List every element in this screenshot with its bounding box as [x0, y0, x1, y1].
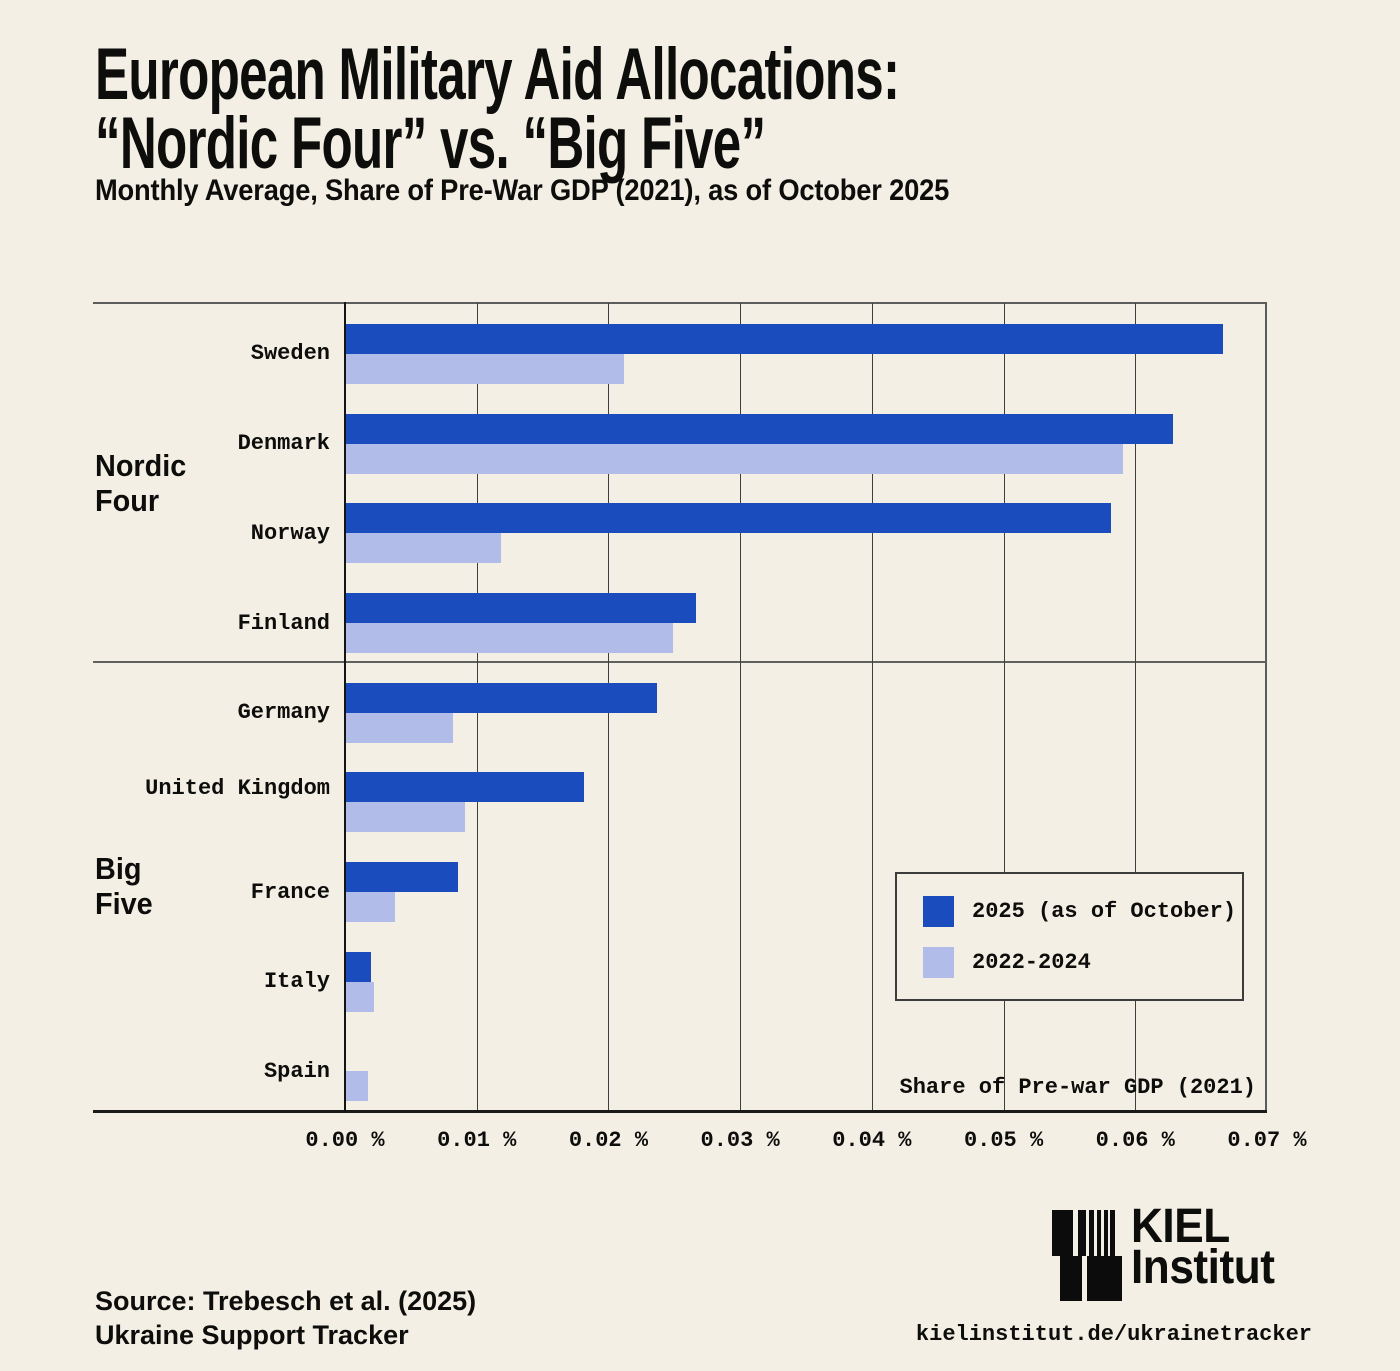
bar-sweden-2025-as-of-october- — [346, 323, 1224, 354]
bar-denmark-2022-2024 — [346, 443, 1124, 474]
chart-frame-right-border — [1265, 302, 1267, 1112]
x-axis-line — [93, 1110, 1267, 1113]
x-tick-label-4: 0.04 % — [832, 1128, 912, 1153]
x-tick-label-7: 0.07 % — [1227, 1128, 1307, 1153]
group-label-big-five: Big Five — [95, 851, 153, 921]
source-line1: Source: Trebesch et al. (2025) — [95, 1286, 477, 1316]
group-separator-line — [93, 661, 1267, 663]
source-note: Source: Trebesch et al. (2025) Ukraine Su… — [95, 1284, 476, 1352]
logo-text-line2: Institut — [1131, 1241, 1275, 1294]
legend-swatch-2022-2024 — [923, 946, 954, 978]
tracker-url: kielinstitut.de/ukrainetracker — [915, 1322, 1312, 1347]
chart-legend: 2025 (as of October) 2022-2024 — [895, 872, 1244, 1001]
chart-title: European Military Aid Allocations: “Nordi… — [95, 38, 900, 180]
bar-sweden-2022-2024 — [346, 353, 624, 384]
bar-finland-2025-as-of-october- — [346, 593, 697, 624]
bar-france-2022-2024 — [346, 892, 395, 922]
logo-text-line1: KIEL — [1131, 1200, 1230, 1253]
gridline — [1135, 303, 1137, 1110]
x-tick-label-3: 0.03 % — [700, 1128, 780, 1153]
x-axis-annotation: Share of Pre-war GDP (2021) — [899, 1075, 1256, 1100]
group-label-nordic-four: Nordic Four — [95, 447, 187, 518]
legend-item-2022-2024: 2022-2024 — [923, 946, 1242, 978]
bar-italy-2025-as-of-october- — [346, 951, 372, 982]
x-tick-label-2: 0.02 % — [568, 1128, 649, 1153]
gridline — [740, 303, 742, 1110]
bar-france-2025-as-of-october- — [346, 862, 458, 892]
bar-united-kingdom-2022-2024 — [346, 802, 465, 833]
legend-label-2025: 2025 (as of October) — [972, 898, 1237, 924]
country-label-germany: Germany — [237, 700, 330, 726]
bar-germany-2022-2024 — [346, 712, 453, 743]
country-label-united-kingdom: United Kingdom — [145, 776, 330, 802]
legend-item-2025: 2025 (as of October) — [923, 895, 1242, 927]
chart-title-line1: European Military Aid Allocations: — [95, 34, 900, 115]
y-axis-line — [344, 302, 346, 1112]
country-label-sweden: Sweden — [250, 341, 330, 367]
x-tick-label-6: 0.06 % — [1095, 1128, 1175, 1153]
country-label-finland: Finland — [237, 610, 330, 636]
legend-label-2022-2024: 2022-2024 — [972, 949, 1091, 975]
bar-germany-2025-as-of-october- — [346, 682, 657, 713]
source-line2: Ukraine Support Tracker — [95, 1320, 409, 1350]
x-tick-label-0: 0.00 % — [305, 1128, 385, 1153]
country-label-spain: Spain — [263, 1058, 330, 1084]
gridline — [871, 303, 873, 1110]
bar-italy-2022-2024 — [346, 981, 374, 1012]
bar-denmark-2025-as-of-october- — [346, 413, 1174, 444]
bar-norway-2025-as-of-october- — [346, 503, 1112, 534]
country-label-denmark: Denmark — [237, 431, 330, 457]
kiel-institut-logo-text: KIEL Institut — [1131, 1203, 1275, 1292]
legend-swatch-2025 — [923, 895, 954, 927]
chart-subtitle: Monthly Average, Share of Pre-War GDP (2… — [95, 174, 950, 207]
chart-frame-top-border — [93, 302, 1267, 304]
bar-finland-2022-2024 — [346, 623, 673, 654]
bar-spain-2022-2024 — [346, 1071, 369, 1102]
gridline — [1003, 303, 1005, 1110]
chart-title-line2: “Nordic Four” vs. “Big Five” — [95, 103, 766, 184]
country-label-norway: Norway — [250, 520, 330, 546]
country-label-italy: Italy — [263, 969, 330, 995]
x-tick-label-5: 0.05 % — [963, 1128, 1044, 1153]
bar-united-kingdom-2025-as-of-october- — [346, 772, 585, 803]
bar-norway-2022-2024 — [346, 533, 502, 564]
kiel-institut-logo-mark — [1050, 1210, 1128, 1301]
x-tick-label-1: 0.01 % — [437, 1128, 517, 1153]
country-label-france: France — [250, 879, 330, 905]
